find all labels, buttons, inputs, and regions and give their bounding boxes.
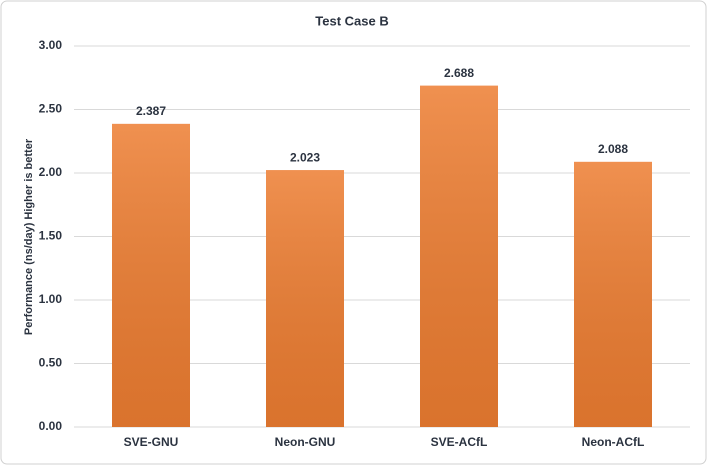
y-axis-label: Performance (ns/day) Higher is better (23, 138, 35, 335)
y-tick-label: 2.00 (39, 165, 63, 179)
x-tick-label: SVE-GNU (124, 435, 179, 449)
bar-shade (112, 123, 190, 427)
bar-shade (420, 85, 498, 428)
y-tick-label: 2.50 (39, 102, 63, 116)
value-label: 2.088 (598, 142, 628, 156)
y-tick-label: 3.00 (39, 38, 63, 52)
y-tick-label: 1.50 (39, 229, 63, 243)
y-tick-label: 1.00 (39, 292, 63, 306)
value-label: 2.023 (290, 150, 320, 164)
x-tick-label: Neon-GNU (275, 435, 336, 449)
x-tick-label: SVE-ACfL (431, 435, 488, 449)
y-tick-label: 0.00 (39, 419, 63, 433)
y-tick-label: 0.50 (39, 356, 63, 370)
bar-shade (574, 161, 652, 427)
value-label: 2.688 (444, 66, 474, 80)
x-tick-label: Neon-ACfL (582, 435, 645, 449)
value-label: 2.387 (136, 104, 166, 118)
bar-shade (266, 170, 344, 428)
chart-title: Test Case B (315, 13, 388, 28)
